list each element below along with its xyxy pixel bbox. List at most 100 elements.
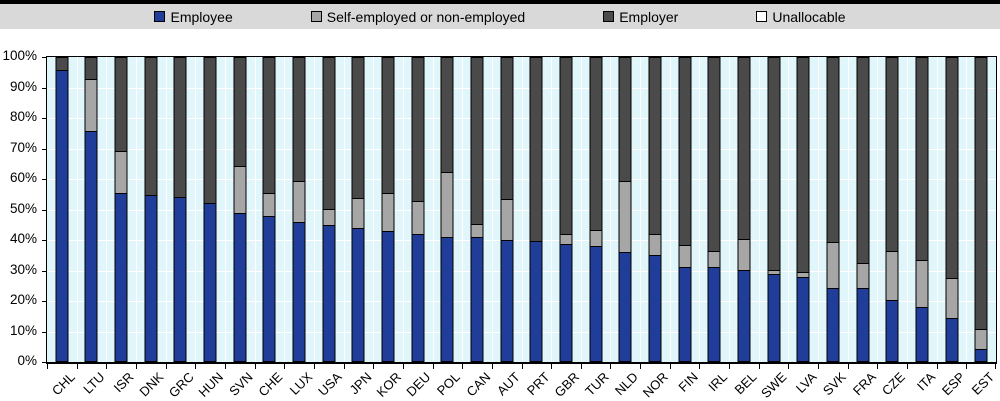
legend-swatch-icon [756, 11, 768, 22]
y-axis-tick [42, 240, 46, 241]
x-axis-tick [373, 364, 375, 369]
y-axis-tick-label: 10% [9, 322, 37, 338]
x-axis-tick [491, 364, 493, 369]
vertical-gridline [313, 57, 315, 362]
bar-DEU [411, 57, 425, 362]
x-axis-tick [47, 364, 48, 369]
segment-employee-CZE [886, 300, 898, 361]
legend-item-2: Employer [603, 9, 678, 25]
y-axis-tick-label: 80% [9, 109, 37, 124]
x-axis-label-NOR: NOR [639, 369, 671, 401]
category-slot-JPN: JPN [344, 57, 374, 397]
segment-employee-POL [441, 237, 453, 361]
category-slot-CZE: CZE [877, 57, 908, 398]
vertical-gridline [877, 57, 879, 362]
x-axis-label-LUX: LUX [286, 369, 315, 398]
y-axis-tick-label: 0% [17, 353, 37, 368]
x-axis-tick [165, 364, 167, 369]
segment-employee-HUN [204, 203, 216, 361]
category-slot-SWE: SWE [758, 57, 789, 401]
category-slot-SVK: SVK [818, 57, 849, 398]
segment-employer-SVK [827, 58, 839, 243]
segment-employer-JPN [352, 58, 364, 199]
bar-DNK [144, 57, 158, 362]
segment-employer-BEL [738, 58, 750, 240]
x-axis-tick [729, 364, 731, 369]
x-axis-tick [847, 364, 849, 369]
legend-swatch-icon [310, 11, 322, 22]
category-slot-USA: USA [314, 57, 345, 399]
category-slot-FRA: FRA [848, 57, 878, 398]
bar-KOR [381, 57, 395, 362]
x-axis-label-LTU: LTU [80, 369, 108, 397]
segment-employer-GBR [560, 58, 572, 236]
vertical-gridline [580, 57, 582, 362]
x-axis-label-GBR: GBR [551, 369, 582, 400]
x-axis-tick [966, 364, 968, 369]
vertical-gridline [195, 57, 197, 362]
segment-self-employed-or-non-employed-CZE [886, 251, 898, 301]
bar-SWE [767, 57, 781, 362]
vertical-gridline [373, 57, 375, 362]
segment-self-employed-or-non-employed-FRA [857, 263, 869, 289]
x-axis-label-SVK: SVK [819, 369, 849, 399]
vertical-gridline [907, 57, 909, 362]
y-axis-tick [42, 301, 46, 302]
category-slot-CAN: CAN [462, 57, 493, 399]
bar-CHE [262, 57, 276, 362]
y-axis-tick-label: 90% [9, 78, 37, 94]
segment-employer-NLD [619, 58, 631, 183]
bar-ESP [945, 57, 959, 362]
y-axis-tick-label: 100% [2, 48, 37, 63]
bar-CHL [55, 57, 69, 362]
vertical-gridline [106, 57, 108, 362]
y-axis-tick-label: 70% [9, 139, 37, 155]
segment-self-employed-or-non-employed-NLD [619, 182, 631, 253]
x-axis-label-FRA: FRA [849, 369, 879, 399]
x-axis-tick [106, 364, 108, 369]
x-axis-label-GRC: GRC [165, 369, 197, 401]
bar-NLD [618, 57, 632, 362]
segment-employee-ISR [115, 193, 127, 361]
x-axis-tick [254, 364, 256, 369]
bar-IRL [707, 57, 721, 362]
x-axis-tick [907, 364, 909, 369]
vertical-gridline [551, 57, 553, 362]
category-slot-KOR: KOR [373, 57, 404, 400]
y-axis-tick-label: 40% [9, 231, 37, 246]
segment-employee-AUT [501, 240, 513, 361]
segment-self-employed-or-non-employed-CHE [263, 194, 275, 217]
x-axis-label-BEL: BEL [731, 369, 760, 398]
segment-self-employed-or-non-employed-LVA [797, 272, 809, 279]
segment-employer-FRA [857, 58, 869, 264]
x-axis-label-FIN: FIN [675, 369, 701, 395]
segment-employee-GBR [560, 245, 572, 361]
y-axis-tick [42, 209, 46, 211]
x-axis-tick [462, 364, 464, 369]
segment-employer-ESP [946, 58, 958, 279]
segment-self-employed-or-non-employed-ISR [115, 152, 127, 194]
bar-JPN [351, 57, 365, 362]
segment-self-employed-or-non-employed-AUT [501, 200, 513, 241]
x-axis-label-POL: POL [434, 369, 464, 399]
bar-LVA [796, 57, 810, 362]
x-axis-tick [877, 364, 879, 369]
category-slot-HUN: HUN [195, 57, 226, 400]
x-axis-label-EST: EST [968, 369, 998, 398]
legend-item-1: Self-employed or non-employed [310, 9, 525, 25]
category-slot-LUX: LUX [284, 57, 315, 398]
x-axis-tick [343, 364, 345, 369]
x-axis-label-ITA: ITA [913, 369, 938, 394]
segment-employee-TUR [590, 246, 602, 361]
x-axis-label-KOR: KOR [373, 369, 404, 400]
x-axis-tick [788, 364, 790, 369]
segment-employee-KOR [382, 231, 394, 361]
x-axis-tick [936, 364, 938, 369]
segment-employee-SVN [234, 213, 246, 361]
x-axis-tick [551, 364, 553, 369]
y-axis-tick [42, 57, 46, 58]
category-slot-POL: POL [433, 57, 463, 398]
x-axis-label-DNK: DNK [136, 369, 167, 400]
bar-SVN [233, 57, 247, 362]
